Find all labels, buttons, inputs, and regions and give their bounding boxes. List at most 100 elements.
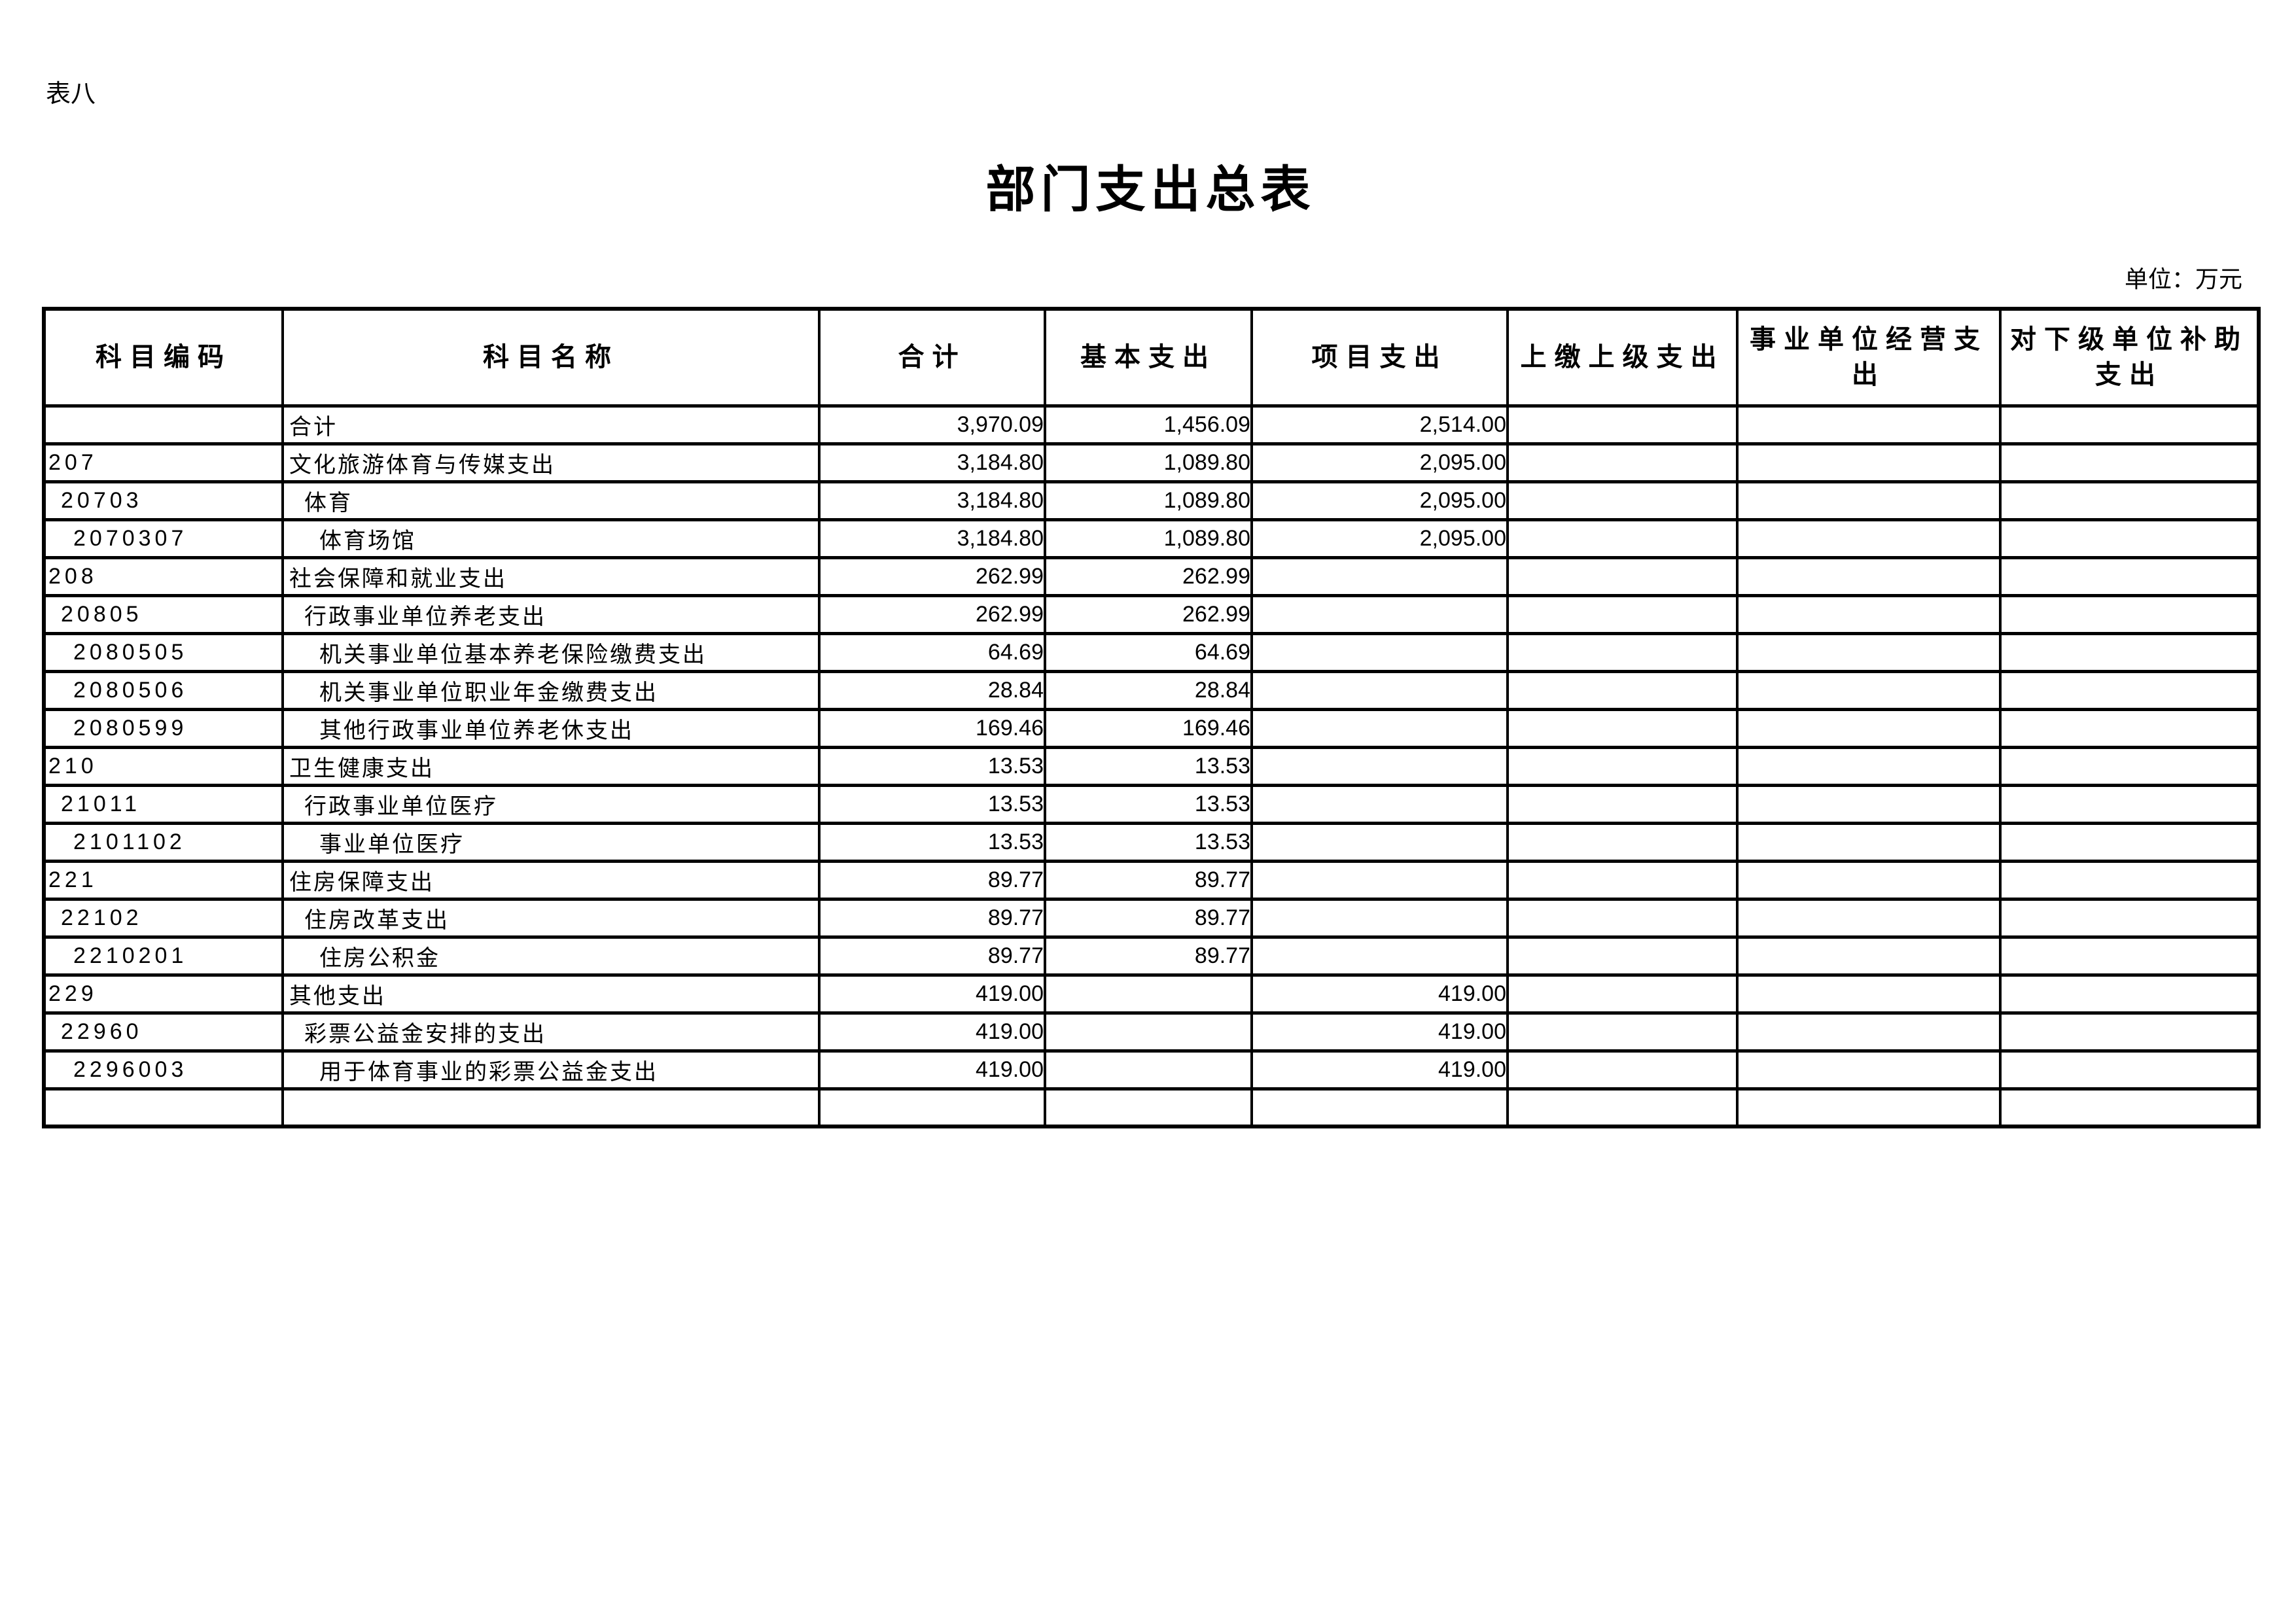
header-cell-subsidy: 对下级单位补助 支出 — [1999, 307, 2260, 408]
name-cell: 住房公积金 — [281, 935, 821, 977]
total-cell: 89.77 — [818, 897, 1046, 939]
name-cell: 行政事业单位养老支出 — [281, 593, 821, 635]
subsidy-cell — [1999, 593, 2260, 635]
operating-cell — [1736, 935, 2002, 977]
project-cell: 419.00 — [1250, 1011, 1509, 1053]
upper-cell — [1506, 480, 1739, 521]
code-cell: 208 — [43, 555, 284, 597]
project-cell — [1250, 555, 1509, 597]
total-cell — [818, 1087, 1046, 1128]
name-cell: 体育场馆 — [281, 517, 821, 559]
name-cell: 其他支出 — [281, 973, 821, 1015]
project-cell — [1250, 631, 1509, 673]
project-cell — [1250, 593, 1509, 635]
project-cell — [1250, 859, 1509, 901]
operating-cell — [1736, 821, 2002, 863]
basic-cell: 89.77 — [1044, 897, 1253, 939]
project-cell: 2,095.00 — [1250, 442, 1509, 483]
name-cell — [281, 1087, 821, 1128]
code-cell — [43, 404, 284, 445]
page-title: 部门支出总表 — [985, 162, 1316, 218]
name-cell: 机关事业单位基本养老保险缴费支出 — [281, 631, 821, 673]
code-cell: 2210201 — [43, 935, 284, 977]
table-row: 20805 行政事业单位养老支出 262.99 262.99 — [43, 593, 2260, 635]
table-row: 229 其他支出 419.00 419.00 — [43, 973, 2260, 1015]
operating-cell — [1736, 783, 2002, 825]
total-cell: 3,184.80 — [818, 480, 1046, 521]
basic-cell: 13.53 — [1044, 783, 1253, 825]
operating-cell — [1736, 404, 2002, 445]
table-row: 2210201 住房公积金 89.77 89.77 — [43, 935, 2260, 977]
upper-cell — [1506, 442, 1739, 483]
code-cell: 210 — [43, 745, 284, 787]
name-cell: 彩票公益金安排的支出 — [281, 1011, 821, 1053]
operating-cell — [1736, 745, 2002, 787]
project-cell: 419.00 — [1250, 1049, 1509, 1091]
header-row: 科目编码 科目名称 合计 基本支出 项目支出 上缴上级支出 事业单位经营支 出对下级单位补助… — [43, 307, 2260, 408]
subsidy-cell — [1999, 973, 2260, 1015]
subsidy-cell — [1999, 669, 2260, 711]
operating-cell — [1736, 517, 2002, 559]
table-row: 2080506 机关事业单位职业年金缴费支出 28.84 28.84 — [43, 669, 2260, 711]
name-cell: 机关事业单位职业年金缴费支出 — [281, 669, 821, 711]
basic-cell: 13.53 — [1044, 821, 1253, 863]
header-cell-name: 科目名称 — [281, 307, 821, 408]
name-cell: 卫生健康支出 — [281, 745, 821, 787]
table-row: 22960 彩票公益金安排的支出 419.00 419.00 — [43, 1011, 2260, 1053]
upper-cell — [1506, 821, 1739, 863]
header-cell-basic: 基本支出 — [1044, 307, 1253, 408]
basic-cell: 262.99 — [1044, 555, 1253, 597]
subsidy-cell — [1999, 442, 2260, 483]
total-cell: 419.00 — [818, 1049, 1046, 1091]
subsidy-cell — [1999, 745, 2260, 787]
name-cell: 住房保障支出 — [281, 859, 821, 901]
operating-cell — [1736, 1011, 2002, 1053]
subsidy-cell — [1999, 1087, 2260, 1128]
table-row: 208 社会保障和就业支出 262.99 262.99 — [43, 555, 2260, 597]
upper-cell — [1506, 897, 1739, 939]
table-row: 2080599 其他行政事业单位养老休支出 169.46 169.46 — [43, 707, 2260, 749]
project-cell — [1250, 707, 1509, 749]
table-row: 21011 行政事业单位医疗 13.53 13.53 — [43, 783, 2260, 825]
basic-cell: 89.77 — [1044, 859, 1253, 901]
code-cell: 22960 — [43, 1011, 284, 1053]
operating-cell — [1736, 442, 2002, 483]
project-cell — [1250, 935, 1509, 977]
subsidy-cell — [1999, 783, 2260, 825]
code-cell: 2101102 — [43, 821, 284, 863]
subsidy-cell — [1999, 897, 2260, 939]
operating-cell — [1736, 669, 2002, 711]
total-cell: 3,184.80 — [818, 517, 1046, 559]
upper-cell — [1506, 593, 1739, 635]
code-cell: 2080599 — [43, 707, 284, 749]
table-row: 2296003 用于体育事业的彩票公益金支出 419.00 419.00 — [43, 1049, 2260, 1091]
subsidy-cell — [1999, 707, 2260, 749]
name-cell: 住房改革支出 — [281, 897, 821, 939]
name-cell: 用于体育事业的彩票公益金支出 — [281, 1049, 821, 1091]
name-cell: 行政事业单位医疗 — [281, 783, 821, 825]
operating-cell — [1736, 631, 2002, 673]
code-cell: 2080505 — [43, 631, 284, 673]
name-cell: 其他行政事业单位养老休支出 — [281, 707, 821, 749]
header-cell-project: 项目支出 — [1250, 307, 1509, 408]
table-body: 合计 3,970.09 1,456.09 2,514.00 207 文化旅游体育… — [43, 404, 2260, 1128]
code-cell: 21011 — [43, 783, 284, 825]
subsidy-cell — [1999, 480, 2260, 521]
upper-cell — [1506, 859, 1739, 901]
total-cell: 64.69 — [818, 631, 1046, 673]
upper-cell — [1506, 935, 1739, 977]
project-cell — [1250, 897, 1509, 939]
subsidy-cell — [1999, 555, 2260, 597]
table-row: 20703 体育 3,184.80 1,089.80 2,095.00 — [43, 480, 2260, 521]
upper-cell — [1506, 517, 1739, 559]
basic-cell: 169.46 — [1044, 707, 1253, 749]
expenditure-table: 科目编码 科目名称 合计 基本支出 项目支出 上缴上级支出 事业单位经营支 出对下级单位补助… — [42, 307, 2261, 1128]
header-cell-operating: 事业单位经营支 出 — [1736, 307, 2002, 408]
operating-cell — [1736, 1049, 2002, 1091]
upper-cell — [1506, 707, 1739, 749]
project-cell: 419.00 — [1250, 973, 1509, 1015]
project-cell — [1250, 669, 1509, 711]
table-number-label: 表八 — [46, 80, 96, 108]
table-row: 合计 3,970.09 1,456.09 2,514.00 — [43, 404, 2260, 445]
name-cell: 合计 — [281, 404, 821, 445]
